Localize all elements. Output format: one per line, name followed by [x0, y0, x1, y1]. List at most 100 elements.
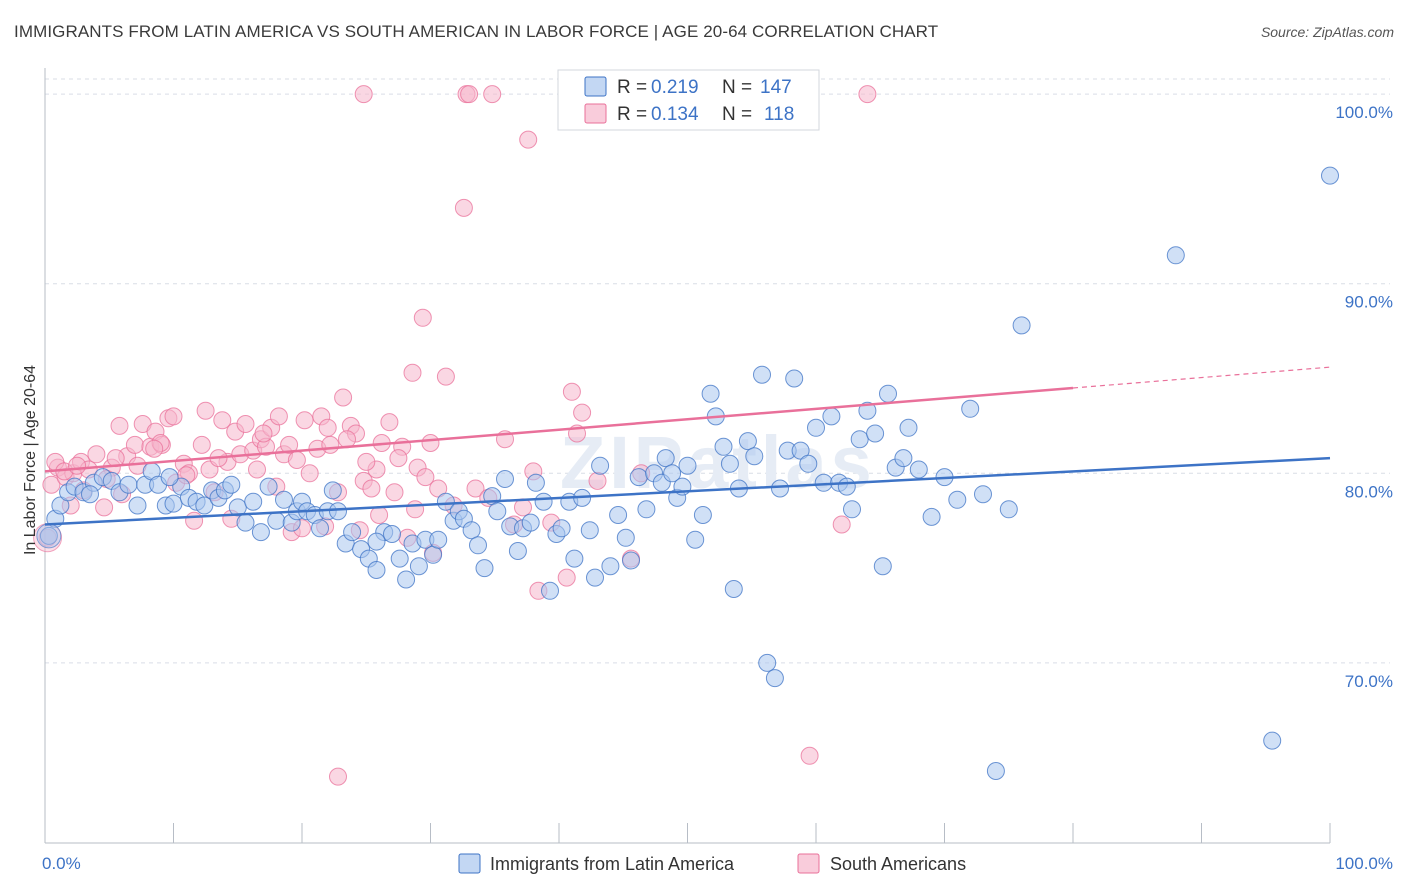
blue-point-97	[714, 437, 733, 456]
pink-point-107	[573, 403, 592, 422]
blue-point-118	[858, 401, 877, 420]
blue-point-66	[508, 542, 527, 560]
blue-point-132	[999, 500, 1018, 519]
pink-point-76	[557, 568, 576, 587]
blue-point-68	[521, 513, 540, 532]
bottom-legend-swatch-pink	[797, 853, 820, 874]
pink-point-101	[421, 434, 440, 452]
blue-point-104	[758, 653, 777, 672]
blue-point-28	[251, 523, 270, 542]
pink-point-65	[519, 130, 538, 149]
pink-point-114	[254, 424, 273, 443]
blue-point-30	[267, 511, 286, 530]
blue-point-117	[850, 430, 869, 449]
blue-point-48	[390, 549, 409, 568]
blue-point-0	[39, 526, 58, 545]
blue-point-26	[236, 513, 255, 532]
blue-point-85	[637, 500, 656, 519]
pink-point-21	[185, 511, 204, 530]
blue-point-42	[343, 523, 362, 542]
blue-point-64	[496, 470, 514, 488]
legend-n-value-blue: 147	[760, 77, 792, 98]
bottom-legend-label-blue: Immigrants from Latin America	[490, 854, 735, 874]
blue-point-54	[429, 530, 448, 549]
blue-point-131	[986, 762, 1005, 780]
pink-point-44	[334, 388, 353, 407]
blue-point-80	[601, 557, 620, 576]
blue-point-113	[822, 407, 841, 426]
x-tick-label-100: 100.0%	[1335, 854, 1393, 873]
legend-box: R = 0.219 N = 147 R = 0.134 N = 118	[557, 69, 820, 131]
bottom-legend-label-pink: South Americans	[830, 854, 966, 874]
pink-point-112	[145, 439, 164, 458]
pink-point-37	[287, 451, 306, 469]
legend-n-label-blue: N =	[722, 77, 752, 98]
pink-point-25	[213, 411, 232, 430]
blue-point-84	[629, 468, 648, 487]
blue-point-105	[765, 669, 784, 688]
pink-point-48	[362, 479, 381, 498]
blue-point-110	[799, 454, 818, 473]
blue-point-77	[580, 521, 599, 540]
y-tick-label-70: 70.0%	[1345, 672, 1393, 691]
pink-point-98	[370, 506, 389, 524]
pink-point-7	[87, 445, 106, 464]
blue-point-116	[843, 500, 861, 519]
pink-point-90	[196, 401, 215, 420]
blue-point-2	[51, 496, 70, 515]
blue-point-10	[119, 475, 138, 494]
pink-point-42	[321, 435, 340, 454]
bottom-legend: Immigrants from Latin America South Amer…	[458, 853, 966, 874]
blue-point-120	[873, 557, 892, 576]
legend-r-label-pink: R =	[617, 104, 647, 125]
blue-point-93	[686, 530, 705, 549]
blue-point-61	[475, 559, 494, 578]
blue-point-106	[771, 479, 789, 498]
pink-point-55	[403, 363, 422, 382]
legend-r-label-blue: R =	[617, 77, 647, 98]
pink-point-12	[125, 435, 144, 454]
pink-point-59	[429, 479, 448, 498]
blue-point-111	[807, 418, 825, 437]
blue-point-128	[948, 490, 967, 509]
blue-point-123	[894, 449, 913, 468]
blue-point-89	[663, 464, 682, 483]
pink-point-117	[357, 452, 376, 471]
legend-r-value-blue: 0.219	[651, 77, 699, 98]
pink-point-92	[248, 460, 266, 479]
blue-point-53	[424, 545, 443, 564]
blue-point-55	[436, 492, 455, 511]
pink-point-61	[354, 85, 373, 104]
blue-point-79	[591, 456, 610, 475]
pink-point-51	[380, 413, 399, 432]
blue-point-134	[1166, 246, 1185, 265]
pink-point-108	[588, 471, 607, 490]
pink-point-110	[68, 456, 87, 475]
grid-layer: 70.0% 80.0% 90.0% 100.0%	[45, 78, 1393, 691]
y-tick-label-80: 80.0%	[1345, 482, 1393, 501]
y-tick-label-100: 100.0%	[1335, 103, 1393, 122]
blue-point-60	[469, 536, 487, 555]
trend-lines	[44, 366, 1331, 526]
blue-point-99	[724, 580, 743, 598]
pink-point-1	[42, 475, 61, 494]
trend-line-pink	[44, 386, 1074, 473]
pink-point-63	[460, 85, 479, 104]
blue-point-81	[609, 506, 628, 524]
blue-point-139	[367, 532, 386, 551]
blue-point-49	[397, 570, 416, 589]
blue-point-24	[222, 475, 241, 494]
blue-point-47	[383, 525, 401, 543]
blue-point-31	[275, 490, 293, 509]
legend-swatch-blue	[584, 76, 607, 97]
blue-point-27	[244, 492, 263, 511]
pink-point-70	[329, 767, 347, 786]
blue-point-119	[866, 424, 885, 443]
blue-point-37	[311, 519, 329, 538]
blue-point-129	[961, 399, 980, 418]
pink-point-100	[406, 500, 425, 519]
pink-point-71	[800, 746, 819, 765]
blue-point-63	[488, 502, 507, 521]
blue-point-136	[1321, 166, 1339, 185]
